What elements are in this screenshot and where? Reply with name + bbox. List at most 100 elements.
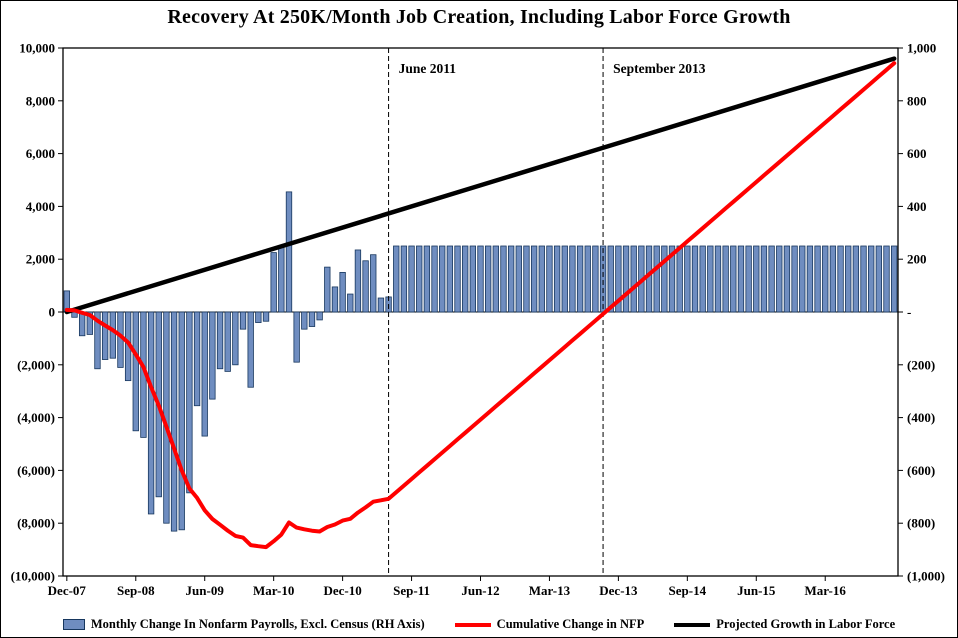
legend-label-cumulative-nfp: Cumulative Change in NFP [496,617,645,631]
bar [400,245,408,313]
bar [132,311,139,432]
bar [416,245,423,313]
bar [860,245,867,313]
bar [776,245,783,313]
y-axis-right-label: (800) [907,516,935,531]
y-axis-left-label: (2,000) [17,357,55,372]
x-axis-label: Jun-12 [461,583,499,598]
bar [362,260,369,313]
x-axis-label: Dec-07 [48,583,87,598]
bar [377,297,385,313]
chart-title: Recovery At 250K/Month Job Creation, Inc… [167,6,791,28]
y-axis-right-label: 200 [907,252,927,267]
y-axis-right-label: - [907,305,911,320]
annotation-label: June 2011 [399,61,457,76]
bar [546,245,553,313]
bar [293,311,300,363]
x-axis-label: Mar-16 [805,583,847,598]
bar [745,245,752,313]
bar [684,245,691,313]
bar [94,311,101,370]
bar [584,245,591,313]
bar [668,245,676,313]
chart-legend: Monthly Change In Nonfarm Payrolls, Excl… [1,617,957,632]
bar [454,245,461,313]
bar [270,252,277,313]
bar [370,254,377,313]
bar [530,245,538,313]
bar [262,311,270,322]
bar [224,311,231,372]
bar [232,311,239,366]
bar [193,311,201,407]
bar [699,245,706,313]
bar [691,245,699,313]
cumulative-nfp-line [64,61,897,550]
bar [78,311,86,337]
y-axis-left-label: 2,000 [26,252,55,267]
y-axis-left-label: 4,000 [26,199,55,214]
legend-item-cumulative-nfp: Cumulative Change in NFP [454,617,645,632]
bar [799,245,806,313]
y-axis-right-label: (600) [907,463,935,478]
bar [722,245,729,313]
bar [592,245,599,313]
bar [822,245,829,313]
x-axis-label: Mar-10 [253,583,294,598]
y-axis-left-label: 8,000 [26,93,55,108]
bar [201,311,208,437]
bar [439,245,446,313]
bar [423,245,431,313]
y-axis-left-label: (4,000) [17,410,55,425]
labor-force-line-swatch-icon [674,622,711,627]
bar [255,311,262,323]
cumulative-nfp-line-swatch-icon [454,622,491,627]
y-axis-right-label: (1,000) [907,569,945,584]
bar [339,271,346,313]
bar [147,311,155,515]
bar [553,245,561,313]
bar [109,311,116,359]
y-axis-left-label: (8,000) [17,516,55,531]
bar [829,245,837,313]
x-axis-label: Sep-11 [393,583,430,598]
bar [216,311,224,370]
bar [515,245,522,313]
bar [247,311,254,388]
bar [285,191,293,313]
x-axis-label: Mar-13 [529,583,571,598]
bar [576,245,584,313]
bar [301,311,308,330]
bar [607,245,614,313]
bar [178,311,185,531]
x-axis-label: Dec-10 [323,583,361,598]
bar [170,311,178,532]
bar [507,245,515,313]
bar [622,245,630,313]
bar [891,245,898,313]
bar [852,245,860,313]
bar [484,245,492,313]
bar [469,245,476,313]
bar [868,245,875,313]
y-axis-left-label: (6,000) [17,463,55,478]
bar [599,245,607,313]
bar [477,245,484,313]
bar [569,245,576,313]
legend-label-labor-force: Projected Growth in Labor Force [716,617,896,631]
bar [730,245,737,313]
bar [753,245,760,313]
bar [209,311,216,400]
bar [714,245,722,313]
y-axis-left-label: 6,000 [26,146,55,161]
bar [500,245,507,313]
bar [492,245,499,313]
bar [707,245,714,313]
bar [760,245,768,313]
bar [837,245,844,313]
bar [408,245,415,313]
bar [661,245,668,313]
bar [791,245,798,313]
